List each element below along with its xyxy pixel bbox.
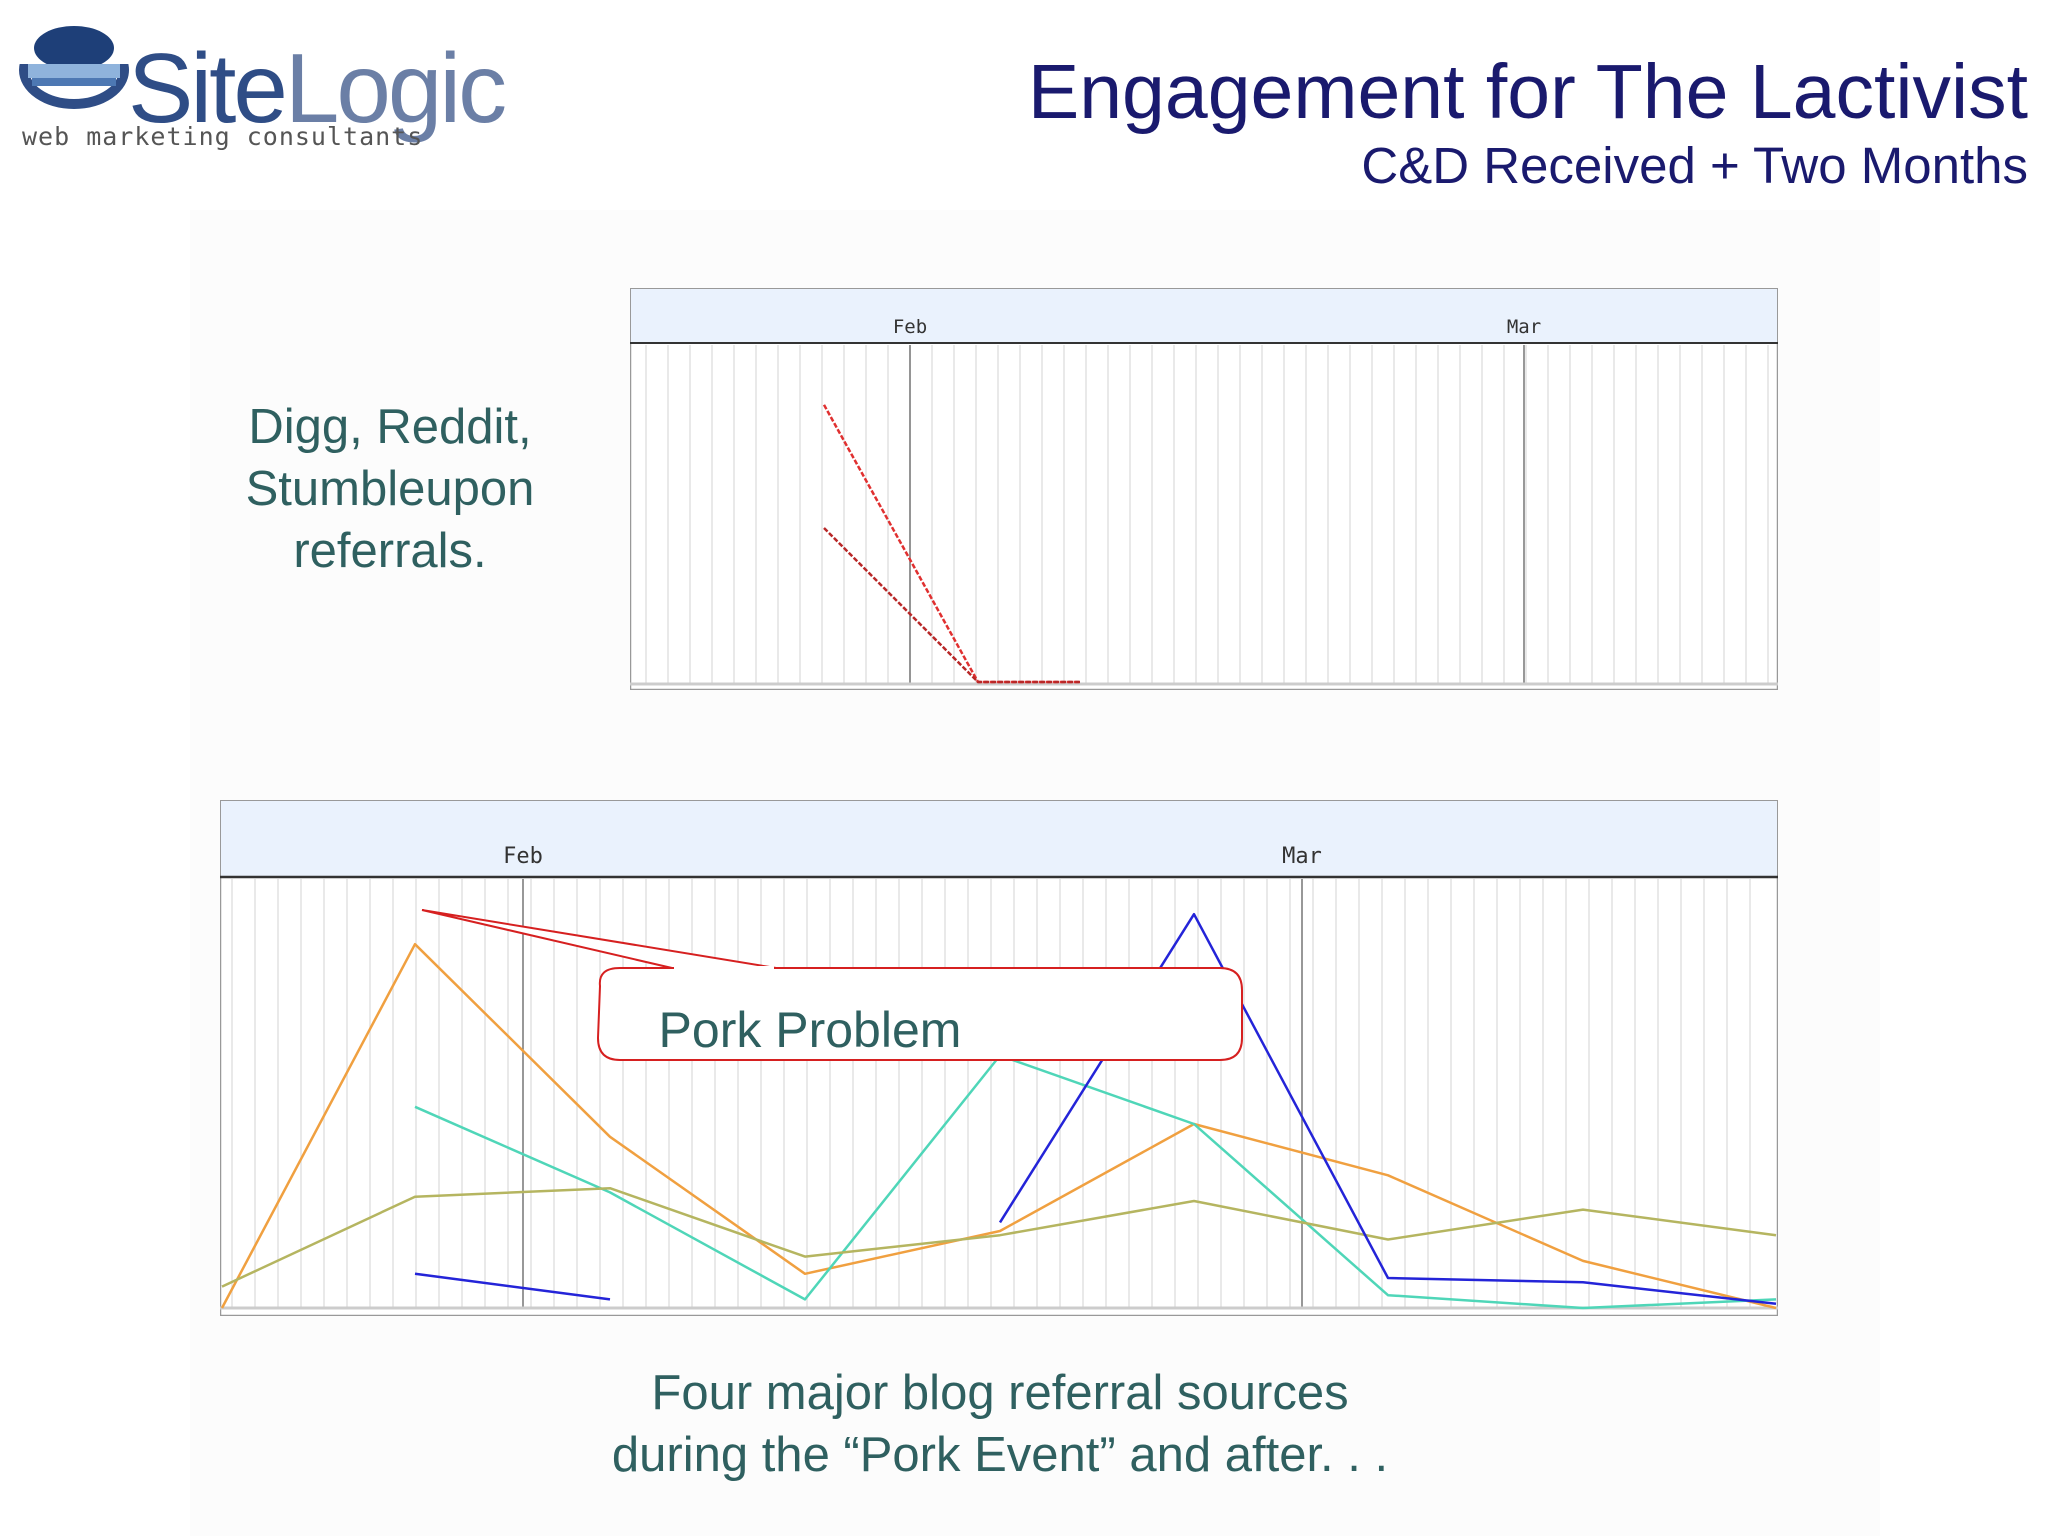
series-line xyxy=(221,1186,1777,1288)
series-line xyxy=(220,942,1777,1310)
x-tick-label: Mar xyxy=(1282,844,1322,869)
series-line xyxy=(823,527,1080,684)
slide-subtitle: C&D Received + Two Months xyxy=(1361,137,2028,194)
logo-wordmark: SiteLogic xyxy=(128,38,507,138)
side-caption-line: Digg, Reddit, xyxy=(248,400,532,454)
social-referrals-chart: Feb Mar xyxy=(630,288,1778,690)
logo-site-text: Site xyxy=(128,33,288,143)
side-caption-line: Stumbleupon xyxy=(245,462,535,516)
chart-frame xyxy=(630,288,1778,690)
bottom-caption-line: during the “Pork Event” and after. . . xyxy=(611,1428,1389,1482)
callout-bubble xyxy=(596,967,1243,1061)
x-tick-label: Feb xyxy=(503,844,543,869)
sitelogic-logo: SiteLogic web marketing consultants xyxy=(18,18,507,158)
bottom-caption-line: Four major blog referral sources xyxy=(651,1366,1349,1420)
side-caption-line: referrals. xyxy=(293,524,487,578)
blog-referrals-chart: Feb Mar xyxy=(220,800,1778,1316)
x-tick-label: Mar xyxy=(1507,316,1541,338)
logo-globe-icon xyxy=(18,18,138,109)
slide-title: Engagement for The Lactivist xyxy=(1027,49,2028,135)
logo-tagline: web marketing consultants xyxy=(22,122,424,151)
blog-referrals-chart-svg: Feb Mar xyxy=(220,800,1778,1316)
chart-header xyxy=(221,801,1777,876)
logo-logic-text: Logic xyxy=(284,33,507,143)
callout-pointer-mask xyxy=(674,966,774,972)
series-line xyxy=(414,1054,1777,1310)
series-line xyxy=(414,1272,611,1301)
callout-label: Pork Problem xyxy=(658,1002,962,1058)
social-referrals-chart-svg: Feb Mar xyxy=(630,288,1778,690)
x-tick-label: Feb xyxy=(893,316,927,338)
chart-header xyxy=(631,289,1777,343)
side-caption: Digg, Reddit, Stumbleupon referrals. xyxy=(220,396,560,582)
bottom-caption: Four major blog referral sources during … xyxy=(400,1362,1600,1486)
